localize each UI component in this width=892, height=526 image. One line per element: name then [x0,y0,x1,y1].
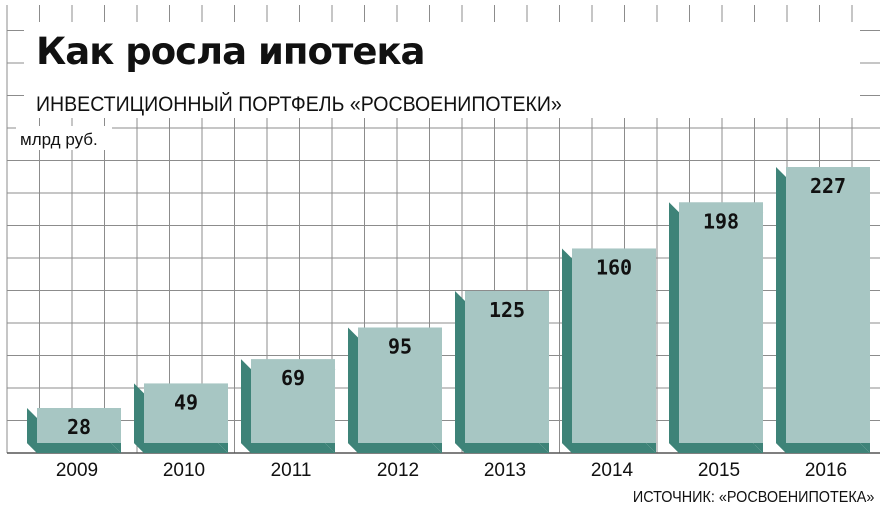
bar-value-label: 198 [703,209,739,233]
y-unit-label: млрд руб. [20,130,98,149]
x-tick-label: 2012 [377,460,419,481]
bar-value-label: 160 [596,255,632,279]
bar-side-bottom [241,443,335,453]
x-tick-label: 2015 [698,460,740,481]
chart-subtitle: ИНВЕСТИЦИОННЫЙ ПОРТФЕЛЬ «РОСВОЕНИПОТЕКИ» [36,93,562,116]
bar [465,291,549,443]
chart-title: Как росла ипотека [36,30,426,73]
bar-value-label: 49 [174,390,198,414]
bar-value-label: 227 [810,174,846,198]
bar [37,408,121,443]
bar-side-left [776,167,786,453]
bar [144,383,228,443]
bar-side-bottom [562,443,656,453]
bar-value-label: 125 [489,298,525,322]
x-tick-label: 2014 [591,460,634,481]
bar-side-left [562,248,572,453]
bar-side-left [348,327,358,453]
bar [786,167,870,443]
x-tick-label: 2016 [805,460,847,481]
bar-value-label: 95 [388,334,412,358]
bar [251,359,335,443]
bar [358,327,442,443]
unit-label-panel [16,126,112,150]
bar-side-left [241,359,251,453]
x-tick-label: 2013 [484,460,526,481]
bar-value-label: 69 [281,366,305,390]
bar-side-left [455,291,465,453]
bar [679,202,763,443]
bar-side-bottom [134,443,228,453]
bar-side-left [27,408,37,453]
x-tick-label: 2010 [163,460,205,481]
bar-value-label: 28 [67,415,91,439]
bar-side-bottom [455,443,549,453]
bar-side-bottom [669,443,763,453]
chart-bars [27,167,870,453]
x-tick-label: 2011 [271,460,312,481]
bar-side-left [669,202,679,453]
title-panel [24,22,860,118]
bar-side-bottom [776,443,870,453]
x-tick-label: 2009 [56,460,98,481]
chart-labels: 28 2009 49 2010 69 2011 95 2012 125 2013 160 2014 19… [56,174,847,481]
source-note: ИСТОЧНИК: «РОСВОЕНИПОТЕКА» [632,489,874,506]
bar-side-left [134,383,144,453]
bar-side-bottom [27,443,121,453]
bar-side-bottom [348,443,442,453]
bar [572,248,656,443]
